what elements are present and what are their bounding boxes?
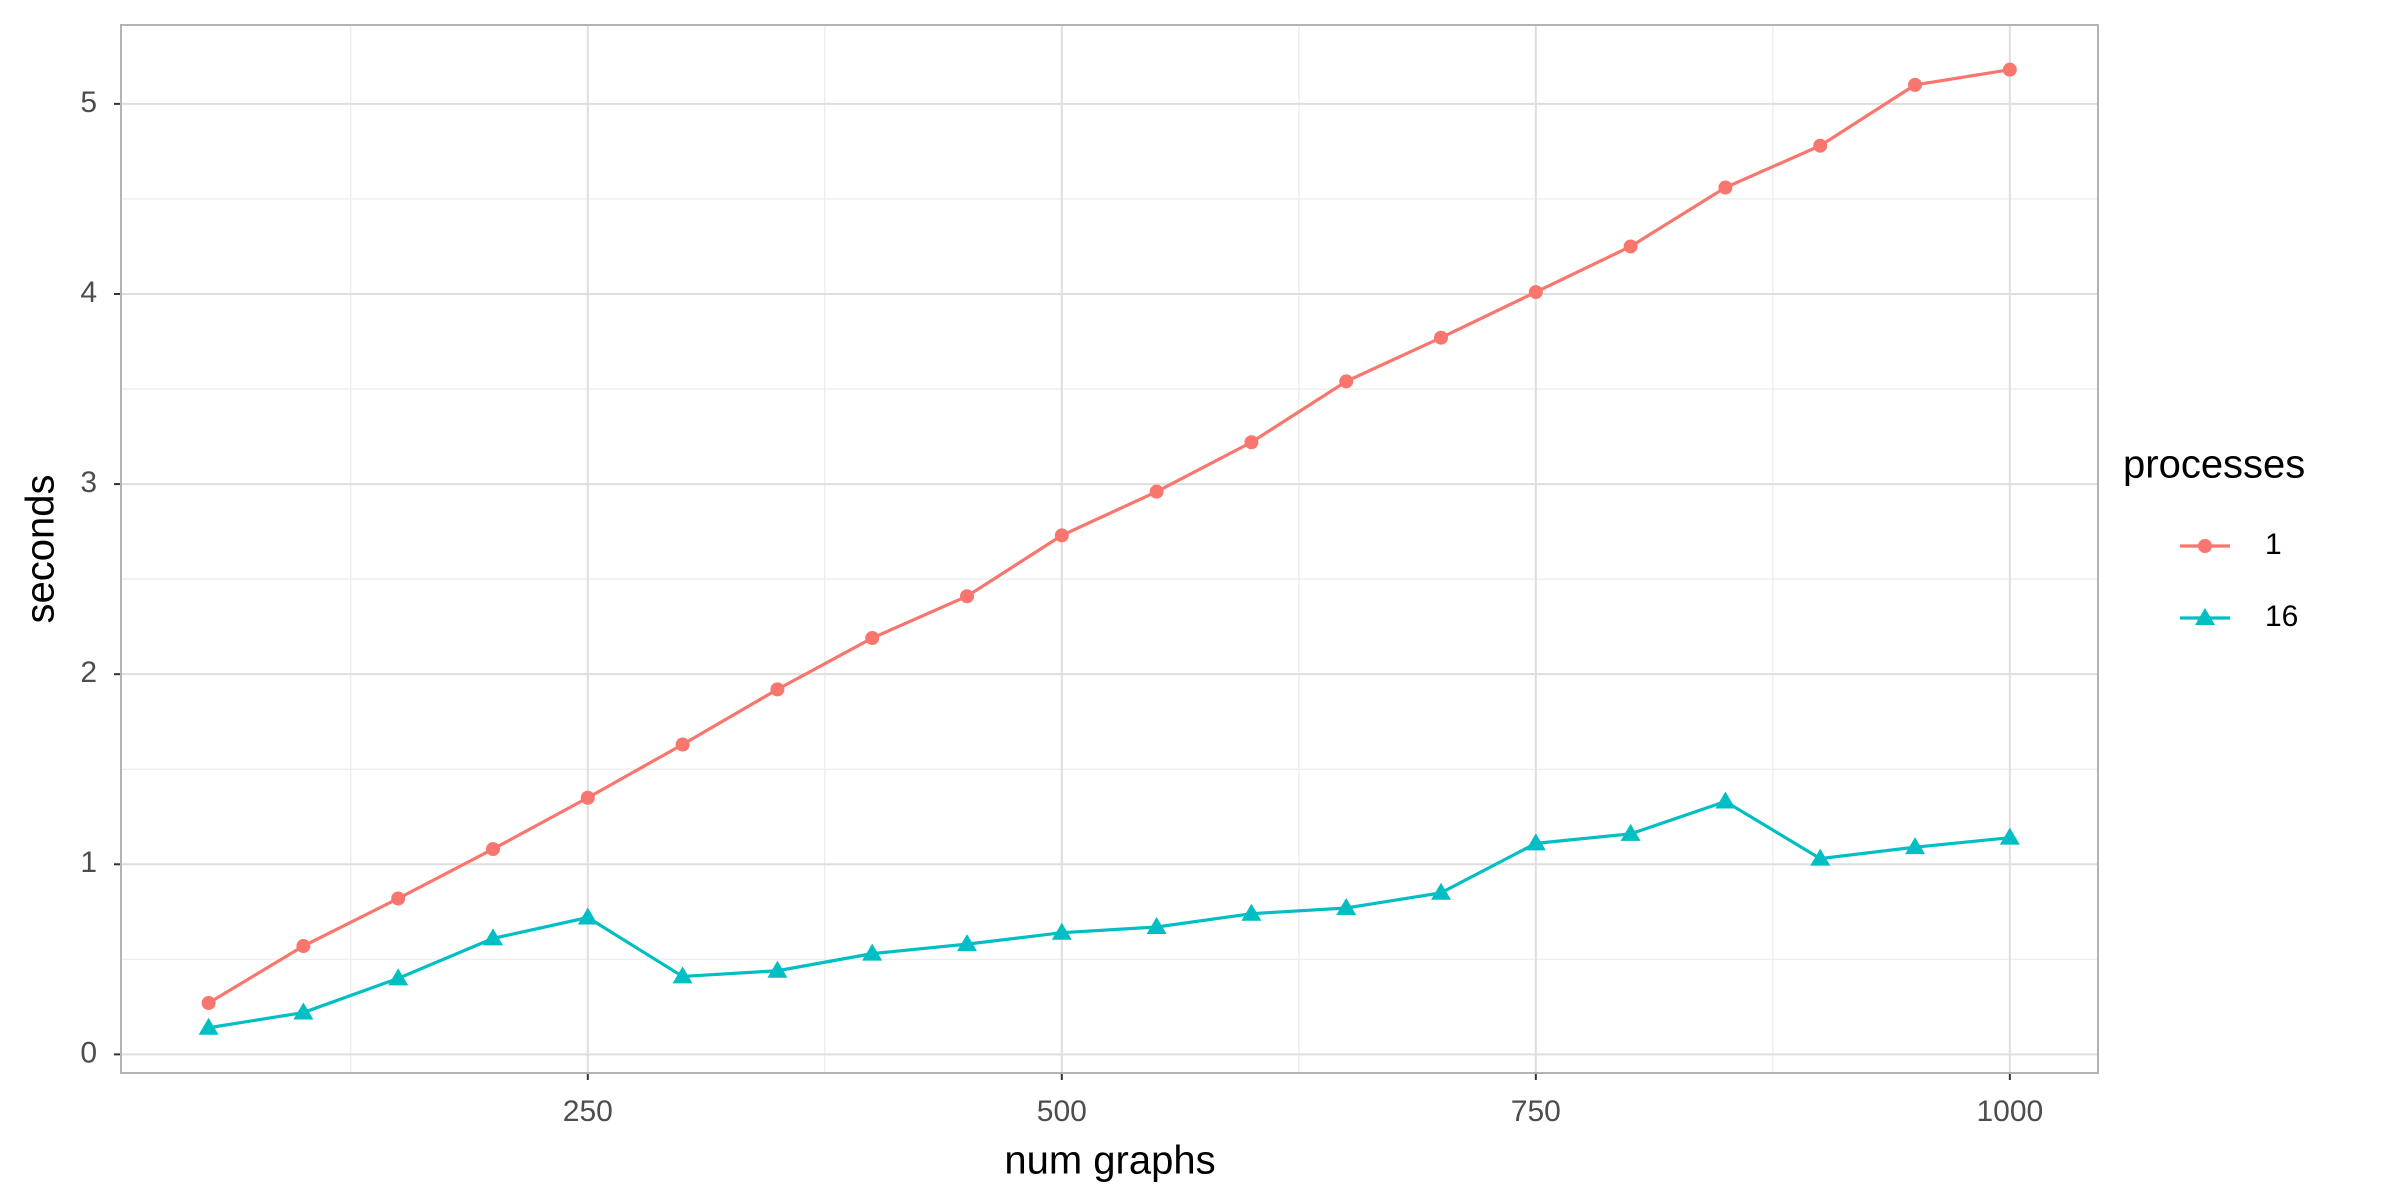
y-tick-label: 4 bbox=[80, 276, 97, 309]
plot-border bbox=[120, 24, 2099, 1074]
point bbox=[391, 891, 406, 906]
point bbox=[1244, 435, 1259, 450]
point bbox=[960, 589, 975, 604]
point bbox=[1146, 917, 1167, 935]
point bbox=[483, 928, 504, 946]
point bbox=[1528, 285, 1543, 300]
x-tick-label: 750 bbox=[1511, 1095, 1561, 1128]
y-tick-label: 3 bbox=[80, 466, 97, 499]
legend-title: processes bbox=[2123, 443, 2305, 487]
series-line bbox=[207, 68, 2011, 1005]
point bbox=[577, 907, 598, 925]
point bbox=[486, 842, 501, 857]
y-tick-label: 2 bbox=[80, 656, 97, 689]
legend-entry: 1 bbox=[2180, 528, 2282, 561]
point bbox=[293, 1002, 314, 1020]
x-tick-label: 500 bbox=[1037, 1095, 1087, 1128]
legend-entry: 16 bbox=[2180, 600, 2298, 633]
point bbox=[1431, 882, 1452, 900]
point bbox=[1620, 823, 1641, 841]
point bbox=[2198, 539, 2212, 553]
point bbox=[2195, 608, 2215, 625]
point bbox=[2002, 62, 2017, 77]
point bbox=[201, 996, 216, 1011]
point bbox=[862, 943, 883, 961]
point bbox=[1999, 827, 2020, 845]
series-line bbox=[208, 799, 2010, 1030]
point bbox=[296, 939, 311, 954]
y-tick-label: 1 bbox=[80, 846, 97, 879]
point bbox=[672, 966, 693, 984]
point bbox=[1149, 484, 1164, 499]
point bbox=[675, 737, 690, 752]
point bbox=[1241, 903, 1262, 921]
point bbox=[865, 631, 880, 646]
x-tick-label: 250 bbox=[563, 1095, 613, 1128]
y-tick-label: 0 bbox=[80, 1036, 97, 1069]
point bbox=[1905, 837, 1926, 855]
point bbox=[580, 790, 595, 805]
point bbox=[770, 682, 785, 697]
point bbox=[1810, 848, 1831, 866]
point bbox=[957, 934, 978, 952]
point bbox=[1054, 528, 1069, 543]
point bbox=[1718, 180, 1733, 195]
x-axis-title: num graphs bbox=[1004, 1139, 1215, 1183]
point bbox=[1623, 239, 1638, 254]
point bbox=[1434, 330, 1449, 345]
y-axis-title: seconds bbox=[19, 475, 63, 624]
point bbox=[1715, 791, 1736, 809]
point bbox=[1908, 77, 1923, 92]
point bbox=[1051, 922, 1072, 940]
point bbox=[1813, 138, 1828, 153]
point bbox=[1525, 833, 1546, 851]
point bbox=[388, 968, 409, 986]
legend-label: 1 bbox=[2265, 528, 2282, 561]
point bbox=[767, 960, 788, 978]
point bbox=[1339, 374, 1354, 389]
y-tick-label: 5 bbox=[80, 86, 97, 119]
point bbox=[1336, 897, 1357, 915]
x-tick-label: 1000 bbox=[1976, 1095, 2043, 1128]
legend-label: 16 bbox=[2265, 600, 2298, 633]
point bbox=[198, 1017, 219, 1035]
